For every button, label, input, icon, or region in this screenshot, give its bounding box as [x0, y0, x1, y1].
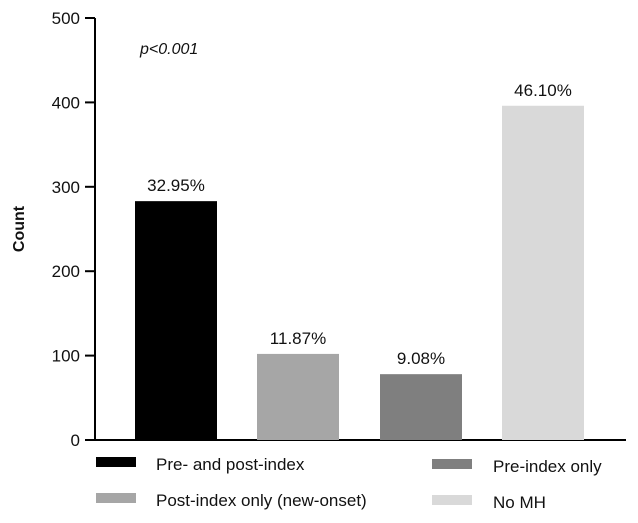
y-axis-label: Count [11, 205, 28, 252]
y-tick-label: 400 [52, 93, 80, 112]
p-value-annotation: p<0.001 [139, 41, 198, 58]
bar-data-label: 9.08% [397, 349, 445, 368]
legend-label: No MH [493, 493, 546, 512]
legend-label: Pre-index only [493, 457, 602, 476]
y-tick-label: 500 [52, 9, 80, 28]
legend-swatch [96, 493, 136, 503]
legend-label: Pre- and post-index [156, 455, 305, 474]
legend-swatch [96, 457, 136, 467]
y-tick-label: 300 [52, 178, 80, 197]
legend-swatch [432, 459, 472, 469]
y-axis: 0 100 200 300 400 500 [52, 9, 96, 450]
bar [380, 374, 462, 440]
bar-data-label: 11.87% [270, 329, 326, 348]
bar [135, 201, 217, 440]
bar [502, 105, 584, 440]
bar [257, 353, 339, 440]
y-tick-label: 200 [52, 262, 80, 281]
legend-swatch [432, 495, 472, 505]
data-labels: 32.95% 11.87% 9.08% 46.10% [147, 81, 572, 368]
legend: Pre- and post-index Pre-index only Post-in… [96, 455, 602, 512]
y-tick-label: 0 [71, 431, 80, 450]
bar-data-label: 32.95% [147, 176, 205, 195]
bars [135, 105, 584, 440]
legend-label: Post-index only (new-onset) [156, 491, 367, 510]
y-tick-label: 100 [52, 347, 80, 366]
bar-data-label: 46.10% [514, 81, 572, 100]
